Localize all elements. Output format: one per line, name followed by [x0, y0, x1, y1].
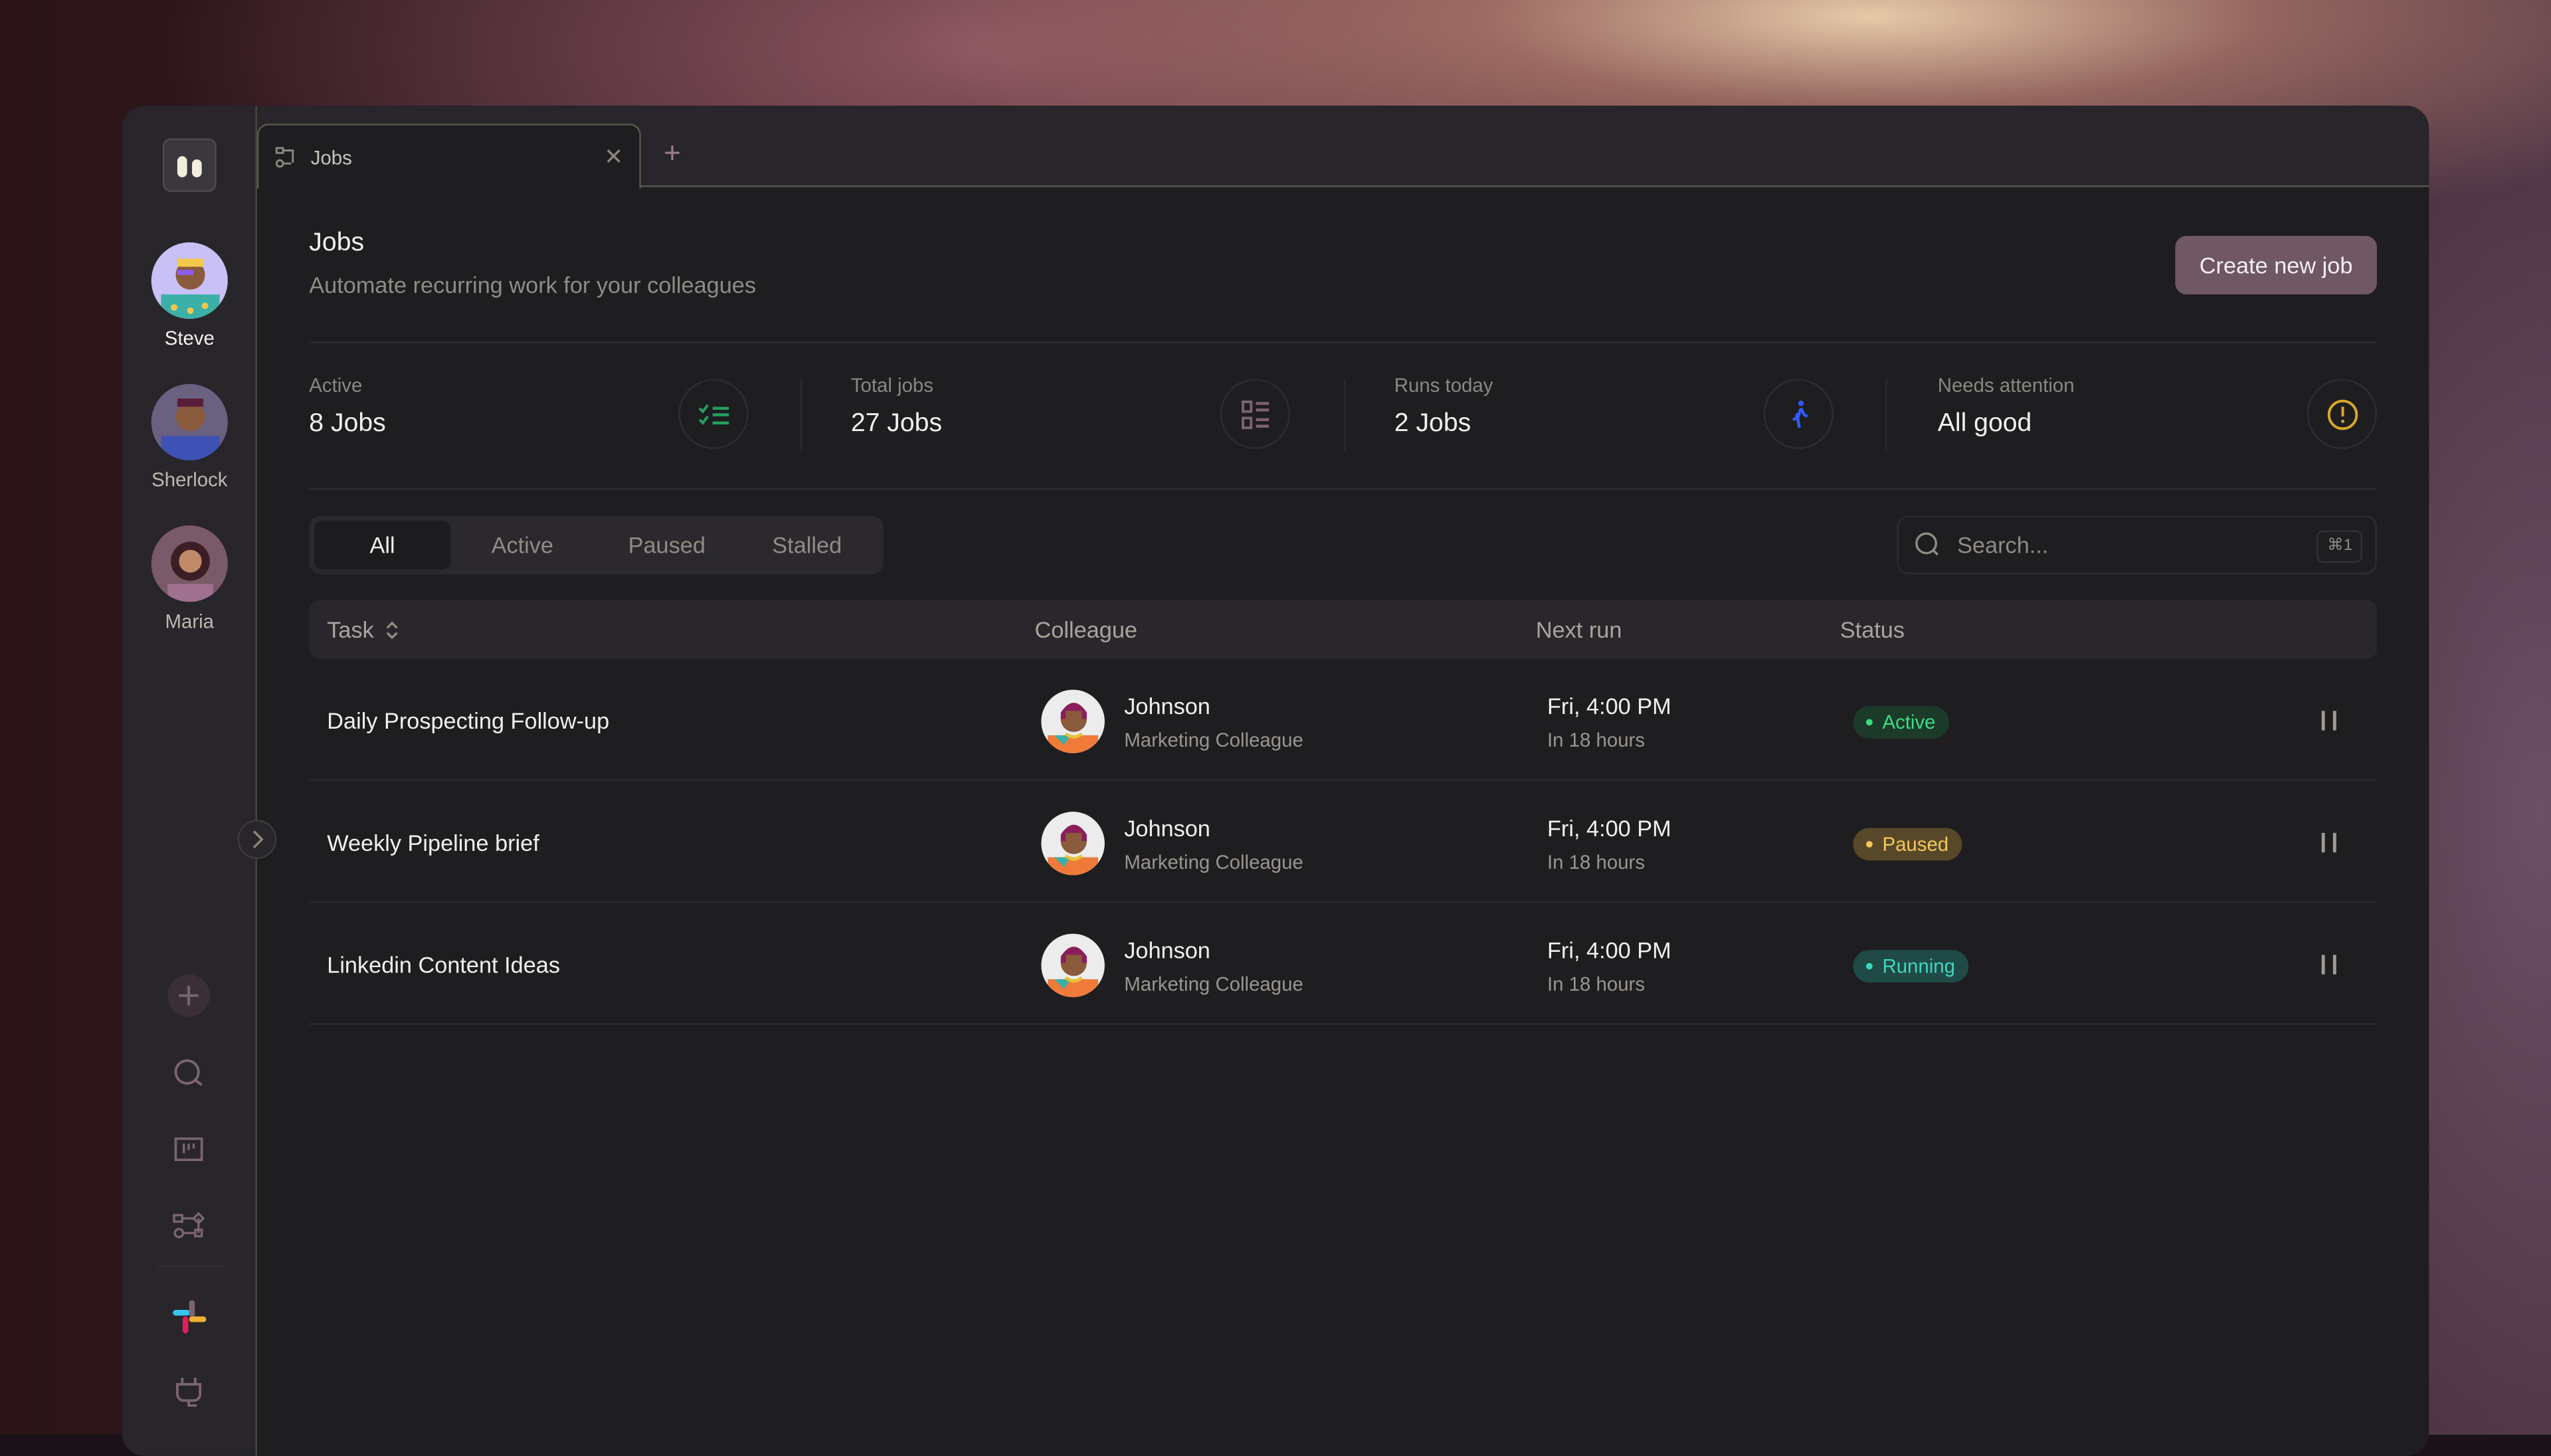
tab-bar: Jobs ✕ +	[256, 106, 2429, 189]
workflow-icon	[275, 147, 294, 168]
stat-runs-today: Runs today 2 Jobs	[1394, 374, 1834, 455]
avatar	[1041, 689, 1105, 753]
tab-label: Jobs	[310, 145, 352, 169]
agent-name: Sherlock	[151, 468, 228, 492]
filter-paused[interactable]: Paused	[628, 531, 706, 559]
table-row[interactable]: Linkedin Content Ideas Johnson Marketing…	[309, 903, 2377, 1025]
table-row[interactable]: Weekly Pipeline brief Johnson Marketing …	[309, 781, 2377, 903]
next-run-time: Fri, 4:00 PM	[1547, 693, 1671, 719]
pause-icon[interactable]	[2320, 832, 2339, 853]
stat-needs-attention: Needs attention All good	[1938, 374, 2377, 455]
task-name[interactable]: Daily Prospecting Follow-up	[327, 707, 610, 734]
column-task[interactable]: Task	[327, 616, 400, 642]
stat-total: Total jobs 27 Jobs	[850, 374, 1291, 455]
plus-icon[interactable]	[167, 974, 210, 1017]
stat-value: 8 Jobs	[309, 410, 386, 438]
workflow-icon[interactable]	[167, 1206, 210, 1248]
status-badge: Active	[1853, 705, 1949, 739]
stat-value: All good	[1937, 410, 2032, 438]
avatar	[151, 525, 228, 602]
sidebar: Steve Sherlock Maria	[122, 106, 257, 1456]
sidebar-divider	[157, 1265, 223, 1267]
colleague-name: Johnson	[1124, 937, 1210, 963]
pause-icon[interactable]	[2320, 711, 2339, 731]
next-run-time: Fri, 4:00 PM	[1547, 814, 1671, 842]
stat-label: Active	[309, 374, 363, 397]
status-filter: All Active Paused Stalled	[309, 515, 884, 575]
search-shortcut: ⌘1	[2317, 530, 2362, 563]
filter-active[interactable]: Active	[491, 531, 553, 559]
running-icon	[1763, 379, 1834, 449]
column-status: Status	[1840, 616, 1905, 643]
list-icon	[1220, 379, 1291, 449]
plug-icon[interactable]	[167, 1371, 210, 1413]
divider	[1343, 379, 1346, 451]
task-name[interactable]: Linkedin Content Ideas	[327, 951, 560, 978]
search-icon[interactable]	[167, 1052, 210, 1095]
divider	[1885, 379, 1887, 451]
table-row[interactable]: Daily Prospecting Follow-up Johnson Mark…	[309, 659, 2377, 781]
status-badge: Paused	[1853, 828, 1962, 861]
sort-icon	[386, 621, 398, 640]
stat-label: Total jobs	[850, 374, 933, 397]
search-icon	[1915, 532, 1938, 556]
table-header: Task Colleague Next run Status	[309, 600, 2377, 659]
column-label: Task	[327, 616, 374, 643]
slack-icon[interactable]	[167, 1295, 210, 1337]
agent-steve[interactable]: Steve	[122, 242, 257, 350]
search-placeholder: Search...	[1957, 531, 2049, 559]
avatar	[1041, 812, 1105, 875]
stat-value: 2 Jobs	[1394, 410, 1471, 438]
divider	[309, 341, 2377, 343]
page-title: Jobs	[309, 229, 365, 257]
colleague-name: Johnson	[1124, 693, 1210, 719]
task-name[interactable]: Weekly Pipeline brief	[327, 829, 539, 856]
colleague-role: Marketing Colleague	[1124, 972, 1303, 996]
avatar	[151, 383, 228, 461]
checklist-icon	[678, 379, 749, 449]
new-tab-button[interactable]: +	[664, 136, 681, 169]
next-run-relative: In 18 hours	[1547, 972, 1646, 996]
divider	[309, 488, 2377, 490]
colleague-role: Marketing Colleague	[1124, 850, 1303, 874]
colleague-role: Marketing Colleague	[1124, 729, 1303, 752]
agent-name: Maria	[165, 610, 215, 633]
filter-stalled[interactable]: Stalled	[772, 531, 842, 559]
agent-maria[interactable]: Maria	[122, 525, 257, 633]
column-colleague: Colleague	[1034, 616, 1137, 643]
colleague-name: Johnson	[1124, 814, 1210, 842]
status-badge: Running	[1853, 950, 1968, 983]
alert-circle-icon	[2307, 379, 2377, 449]
stat-active: Active 8 Jobs	[309, 374, 749, 455]
next-run-relative: In 18 hours	[1547, 850, 1646, 874]
divider	[800, 379, 803, 451]
stat-value: 27 Jobs	[850, 410, 943, 438]
close-tab-icon[interactable]: ✕	[604, 143, 623, 169]
column-next-run: Next run	[1535, 616, 1622, 643]
stat-label: Runs today	[1394, 374, 1493, 397]
next-run-time: Fri, 4:00 PM	[1547, 937, 1671, 963]
pause-icon[interactable]	[2320, 955, 2339, 974]
filter-all[interactable]: All	[314, 520, 451, 570]
agent-sherlock[interactable]: Sherlock	[122, 383, 257, 492]
create-job-button[interactable]: Create new job	[2175, 236, 2377, 295]
app-window: Steve Sherlock Maria Jobs ✕ + Jobs Autom…	[122, 106, 2429, 1456]
avatar	[1041, 933, 1105, 998]
app-logo[interactable]	[162, 138, 217, 192]
board-icon[interactable]	[167, 1129, 210, 1172]
next-run-relative: In 18 hours	[1547, 729, 1646, 752]
agent-name: Steve	[164, 327, 215, 350]
chevron-right-icon	[252, 830, 264, 849]
tab-jobs[interactable]: Jobs ✕	[256, 124, 641, 189]
search-input[interactable]: Search... ⌘1	[1897, 515, 2377, 575]
page-subtitle: Automate recurring work for your colleag…	[309, 271, 757, 298]
stat-label: Needs attention	[1937, 374, 2075, 397]
avatar	[151, 242, 228, 319]
sidebar-expand-button[interactable]	[237, 820, 277, 860]
